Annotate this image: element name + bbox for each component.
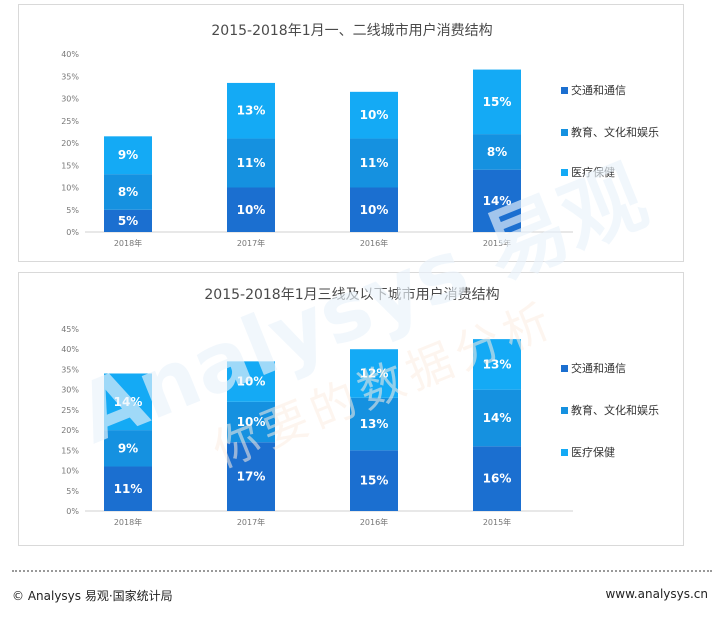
y-tick-label: 5%	[66, 487, 79, 496]
footer-source: © Analysys 易观·国家统计局	[12, 589, 173, 603]
bar-segment	[350, 349, 398, 398]
bar-segment	[350, 397, 398, 451]
bar-segment	[473, 446, 521, 511]
y-tick-label: 35%	[61, 365, 79, 374]
bar-segment	[227, 82, 275, 139]
bar-segment	[473, 69, 521, 135]
bar-segment	[473, 134, 521, 170]
data-label: 9%	[118, 441, 138, 455]
bar-segment	[104, 373, 152, 431]
legend-label: 教育、文化和娱乐	[571, 125, 659, 139]
bar-segment	[104, 174, 152, 210]
legend-swatch	[561, 365, 568, 372]
data-label: 13%	[237, 104, 266, 118]
bar-segment	[350, 450, 398, 511]
y-tick-label: 10%	[61, 184, 79, 193]
data-label: 10%	[360, 108, 389, 122]
bar-segment	[227, 138, 275, 188]
legend-label: 医疗保健	[571, 165, 615, 179]
legend-label: 交通和通信	[571, 361, 626, 375]
data-label: 17%	[237, 470, 266, 484]
chart-panel-rural: 2015-2018年1月三线及以下城市用户消费结构 0% 5% 10% 15% 20% 25…	[18, 272, 684, 546]
data-label: 10%	[237, 375, 266, 389]
data-label: 9%	[118, 148, 138, 162]
data-label: 15%	[360, 474, 389, 488]
x-tick-label: 2017年	[237, 238, 265, 248]
data-label: 5%	[118, 214, 138, 228]
legend-label: 教育、文化和娱乐	[571, 403, 659, 417]
bar-segment	[350, 187, 398, 232]
data-label: 10%	[237, 415, 266, 429]
y-tick-label: 40%	[61, 345, 79, 354]
data-label: 14%	[114, 395, 143, 409]
y-tick-label: 20%	[61, 426, 79, 435]
bar-segment	[473, 389, 521, 447]
y-tick-label: 30%	[61, 386, 79, 395]
y-tick-label: 35%	[61, 72, 79, 81]
chart-title: 2015-2018年1月一、二线城市用户消费结构	[211, 22, 492, 39]
bar-segment	[227, 187, 275, 232]
legend-swatch	[561, 129, 568, 136]
bar-segment	[104, 209, 152, 232]
y-tick-label: 20%	[61, 139, 79, 148]
data-label: 16%	[483, 472, 512, 486]
data-label: 14%	[483, 194, 512, 208]
x-tick-label: 2016年	[360, 238, 388, 248]
data-label: 10%	[360, 203, 389, 217]
footer-url[interactable]: www.analysys.cn	[605, 587, 708, 601]
y-tick-label: 0%	[66, 228, 79, 237]
data-label: 8%	[118, 185, 138, 199]
chart-title: 2015-2018年1月三线及以下城市用户消费结构	[204, 286, 499, 303]
y-tick-label: 25%	[61, 406, 79, 415]
bar-segment	[104, 430, 152, 467]
y-tick-label: 10%	[61, 467, 79, 476]
legend-label: 医疗保健	[571, 445, 615, 459]
bar-segment	[473, 339, 521, 390]
bar-segment	[104, 466, 152, 511]
bar-segment	[104, 136, 152, 175]
data-label: 15%	[483, 95, 512, 109]
y-tick-label: 40%	[61, 50, 79, 59]
data-label: 10%	[237, 203, 266, 217]
bar-segment	[473, 169, 521, 232]
data-label: 11%	[360, 156, 389, 170]
x-tick-label: 2018年	[114, 517, 142, 527]
chart-panel-urban: 2015-2018年1月一、二线城市用户消费结构 0% 5% 10% 15% 20% 25%…	[18, 4, 684, 262]
bar-segment	[227, 361, 275, 402]
data-label: 11%	[237, 156, 266, 170]
x-tick-label: 2015年	[483, 517, 511, 527]
x-tick-label: 2017年	[237, 517, 265, 527]
legend-label: 交通和通信	[571, 83, 626, 97]
x-tick-label: 2016年	[360, 517, 388, 527]
bar-segment	[227, 401, 275, 443]
legend-swatch	[561, 169, 568, 176]
y-tick-label: 15%	[61, 161, 79, 170]
y-tick-label: 30%	[61, 95, 79, 104]
bar-segment	[227, 442, 275, 511]
stacked-bar-chart-rural: 2015-2018年1月三线及以下城市用户消费结构 0% 5% 10% 15% 20% 25…	[61, 286, 659, 527]
x-tick-label: 2018年	[114, 238, 142, 248]
y-tick-label: 5%	[66, 206, 79, 215]
data-label: 8%	[487, 145, 507, 159]
legend-swatch	[561, 449, 568, 456]
y-tick-label: 25%	[61, 117, 79, 126]
data-label: 12%	[360, 366, 389, 380]
legend-swatch	[561, 87, 568, 94]
data-label: 14%	[483, 411, 512, 425]
y-tick-label: 15%	[61, 446, 79, 455]
data-label: 11%	[114, 482, 143, 496]
data-label: 13%	[483, 357, 512, 371]
y-tick-label: 45%	[61, 325, 79, 334]
data-label: 13%	[360, 417, 389, 431]
stacked-bar-chart-urban: 2015-2018年1月一、二线城市用户消费结构 0% 5% 10% 15% 20% 25%…	[61, 22, 659, 248]
x-tick-label: 2015年	[483, 238, 511, 248]
legend-swatch	[561, 407, 568, 414]
y-tick-label: 0%	[66, 507, 79, 516]
bar-segment	[350, 138, 398, 188]
bar-segment	[350, 91, 398, 139]
footer-divider	[12, 570, 712, 572]
